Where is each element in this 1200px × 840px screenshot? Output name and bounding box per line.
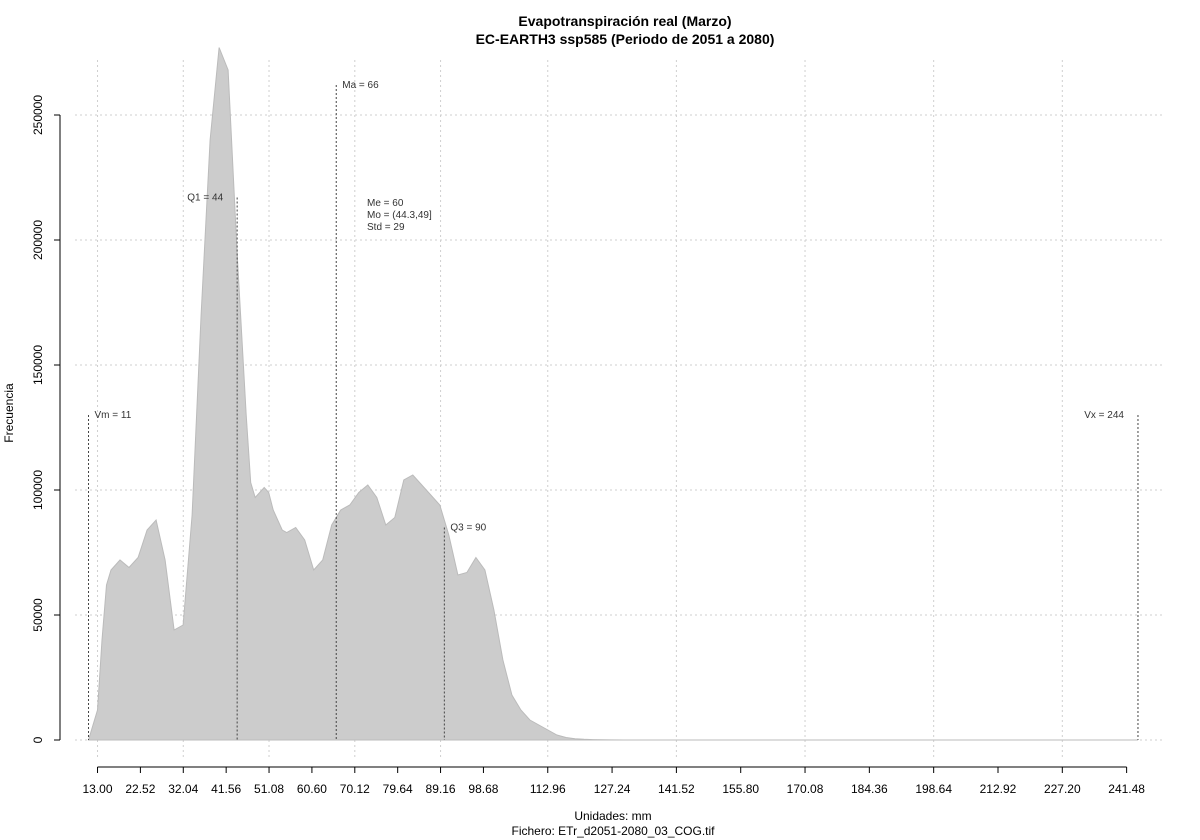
stat-std: Std = 29 bbox=[367, 222, 405, 233]
x-tick-label: 127.24 bbox=[594, 782, 631, 796]
x-tick-label: 98.68 bbox=[468, 782, 498, 796]
reference-line-label: Vx = 244 bbox=[1084, 410, 1124, 421]
density-area bbox=[87, 47, 1138, 741]
y-tick-label: 250000 bbox=[31, 95, 45, 135]
x-tick-label: 184.36 bbox=[851, 782, 888, 796]
reference-line-label: Ma = 66 bbox=[342, 80, 379, 91]
x-tick-label: 13.00 bbox=[83, 782, 113, 796]
x-tick-label: 141.52 bbox=[658, 782, 695, 796]
x-tick-label: 170.08 bbox=[787, 782, 824, 796]
chart-subtitle: EC-EARTH3 ssp585 (Periodo de 2051 a 2080… bbox=[476, 31, 775, 47]
x-tick-label: 155.80 bbox=[722, 782, 759, 796]
y-tick-label: 200000 bbox=[31, 220, 45, 260]
x-tick-label: 41.56 bbox=[211, 782, 241, 796]
reference-line-label: Q1 = 44 bbox=[187, 193, 223, 204]
grid bbox=[75, 60, 1165, 760]
x-tick-label: 212.92 bbox=[980, 782, 1017, 796]
x-tick-label: 32.04 bbox=[168, 782, 198, 796]
stats-box: Me = 60 Mo = (44.3,49] Std = 29 bbox=[367, 198, 432, 233]
density-series bbox=[87, 47, 1138, 741]
x-tick-label: 79.64 bbox=[383, 782, 413, 796]
reference-lines: Vm = 11 Q1 = 44 Ma = 66 Q3 = 90 Vx = 244 bbox=[88, 80, 1139, 740]
stat-mode: Mo = (44.3,49] bbox=[367, 210, 432, 221]
x-tick-label: 198.64 bbox=[915, 782, 952, 796]
y-tick-label: 0 bbox=[31, 736, 45, 743]
file-label: Fichero: ETr_d2051-2080_03_COG.tif bbox=[512, 824, 716, 838]
reference-line-label: Vm = 11 bbox=[95, 410, 132, 421]
y-tick-label: 50000 bbox=[31, 598, 45, 632]
x-tick-label: 112.96 bbox=[530, 782, 566, 796]
stat-median: Me = 60 bbox=[367, 198, 404, 209]
x-tick-label: 51.08 bbox=[254, 782, 284, 796]
chart-title: Evapotranspiración real (Marzo) bbox=[518, 13, 731, 29]
x-tick-label: 22.52 bbox=[125, 782, 155, 796]
reference-line-label: Q3 = 90 bbox=[450, 523, 486, 534]
y-axis-label: Frecuencia bbox=[2, 383, 16, 443]
x-tick-label: 241.48 bbox=[1108, 782, 1145, 796]
y-tick-label: 100000 bbox=[31, 470, 45, 510]
x-tick-label: 70.12 bbox=[340, 782, 370, 796]
x-axis-label: Unidades: mm bbox=[574, 809, 651, 823]
x-tick-label: 60.60 bbox=[297, 782, 327, 796]
x-tick-label: 227.20 bbox=[1044, 782, 1081, 796]
y-tick-label: 150000 bbox=[31, 345, 45, 385]
axes: 13.00 22.52 32.04 41.56 51.08 60.60 70.12 79.64… bbox=[31, 95, 1145, 796]
x-tick-label: 89.16 bbox=[426, 782, 456, 796]
